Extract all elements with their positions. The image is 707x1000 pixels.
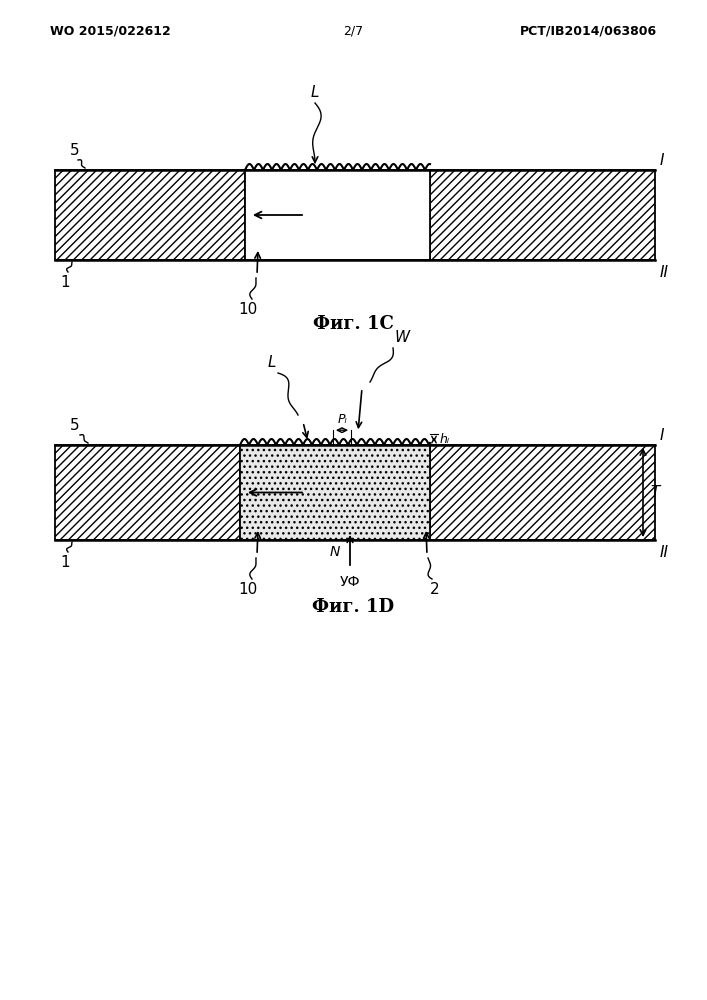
Text: L: L	[268, 355, 276, 370]
Text: N: N	[329, 545, 340, 559]
Text: УФ: УФ	[339, 575, 361, 589]
Text: Pₗ: Pₗ	[337, 413, 347, 426]
Text: 5: 5	[70, 418, 80, 433]
Text: I: I	[660, 153, 665, 168]
Text: WO 2015/022612: WO 2015/022612	[50, 25, 171, 38]
Bar	[430, 445, 655, 540]
Text: I: I	[660, 428, 665, 443]
Text: II: II	[660, 545, 669, 560]
Text: Фиг. 1C: Фиг. 1C	[312, 315, 393, 333]
Text: 10: 10	[238, 302, 257, 317]
Text: hₗ: hₗ	[440, 433, 450, 446]
Text: PCT/IB2014/063806: PCT/IB2014/063806	[520, 25, 657, 38]
Text: II: II	[660, 265, 669, 280]
Bar	[55, 445, 240, 540]
Bar	[55, 445, 240, 540]
Text: 1: 1	[60, 275, 69, 290]
Text: 2/7: 2/7	[343, 25, 363, 38]
Text: 1: 1	[60, 555, 69, 570]
Bar	[430, 170, 655, 260]
Bar	[55, 170, 245, 260]
Bar	[430, 170, 655, 260]
Bar	[240, 445, 430, 540]
Text: Фиг. 1D: Фиг. 1D	[312, 598, 394, 616]
Text: T: T	[650, 485, 660, 500]
Text: L: L	[311, 85, 320, 100]
Bar	[240, 445, 430, 540]
Bar	[245, 170, 430, 260]
Bar	[55, 170, 245, 260]
Text: 10: 10	[238, 582, 257, 597]
Text: W: W	[395, 330, 410, 345]
Bar	[430, 445, 655, 540]
Text: 2: 2	[430, 582, 440, 597]
Text: 5: 5	[70, 143, 80, 158]
